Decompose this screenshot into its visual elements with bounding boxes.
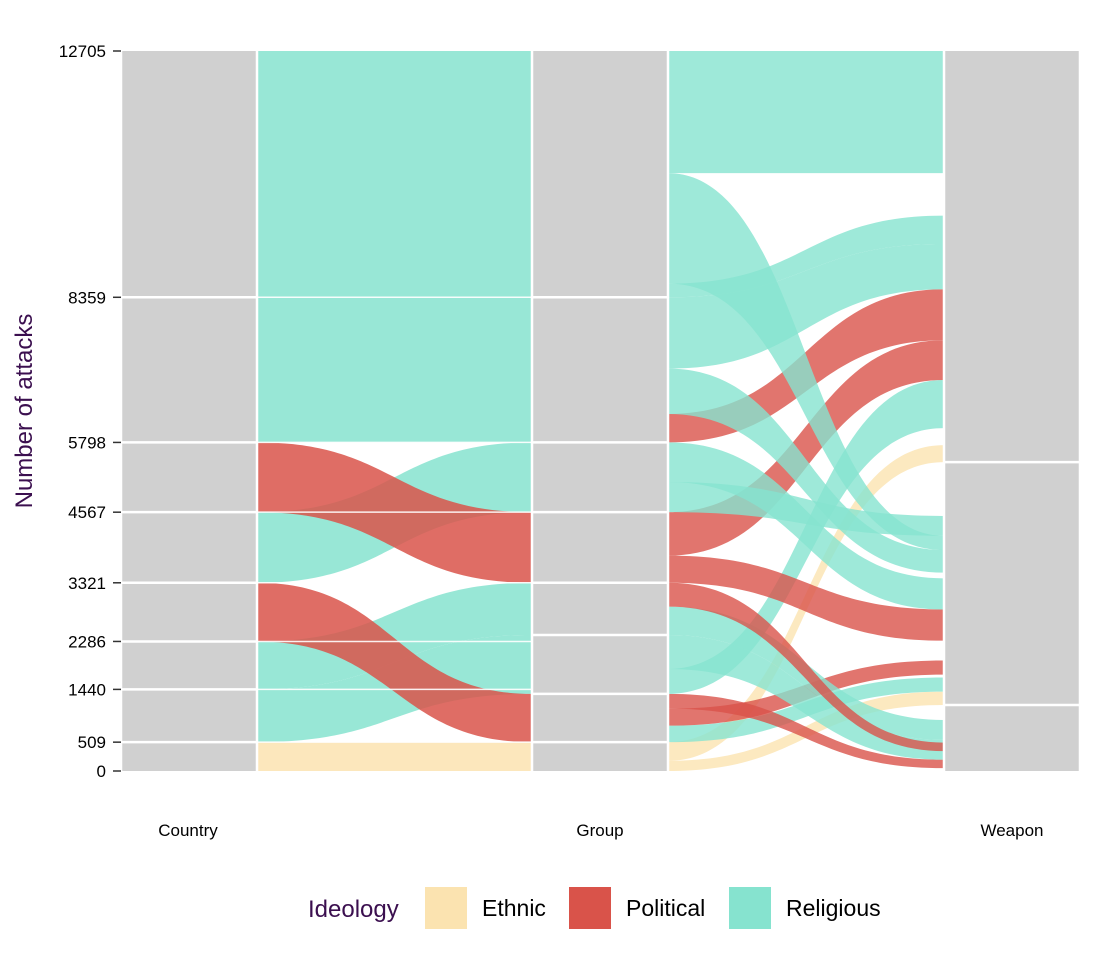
axis-label-group: Group <box>576 821 623 840</box>
legend-swatch-ethnic <box>425 887 467 929</box>
legend-label-ethnic: Ethnic <box>482 895 546 921</box>
legend-label-political: Political <box>626 895 705 921</box>
flow-country-group-religious <box>257 51 532 298</box>
y-axis-title: Number of attacks <box>11 314 38 509</box>
flow-group-weapon-political <box>668 555 944 641</box>
legend-title: Ideology <box>308 896 399 923</box>
y-tick-label: 2286 <box>68 632 106 651</box>
legend: Ideology Ethnic Political Religious <box>308 887 881 929</box>
flow-group-weapon-religious <box>668 243 944 369</box>
stratum-column-weapon <box>944 51 1080 771</box>
axis-label-weapon: Weapon <box>980 821 1043 840</box>
stratum-borders <box>119 51 1082 771</box>
flow-country-group-religious <box>257 582 532 690</box>
axis-label-country: Country <box>158 821 218 840</box>
flow-group-weapon-political <box>668 582 944 752</box>
y-tick-label: 1440 <box>68 680 106 699</box>
flow-group-weapon-religious <box>668 634 944 760</box>
y-tick-label: 8359 <box>68 288 106 307</box>
flow-country-group-religious <box>257 297 532 443</box>
y-axis: 0 509 1440 2286 3321 4567 5798 8359 12705 <box>59 42 121 781</box>
flow-country-group-ethnic <box>257 742 532 771</box>
y-tick-label: 5798 <box>68 433 106 452</box>
flow-group-weapon-political <box>668 693 944 769</box>
y-tick-label: 4567 <box>68 503 106 522</box>
y-tick-label: 0 <box>97 762 106 781</box>
flow-group-weapon-religious <box>668 51 944 174</box>
legend-swatch-religious <box>729 887 771 929</box>
y-tick-label: 509 <box>78 733 106 752</box>
strata-layer <box>121 51 1080 771</box>
legend-label-religious: Religious <box>786 895 881 921</box>
stratum-column-group <box>532 51 668 771</box>
flow-group-weapon-religious <box>668 368 944 573</box>
flow-group-weapon-religious <box>668 442 944 610</box>
y-tick-label: 12705 <box>59 42 106 61</box>
flow-country-group-political <box>257 582 532 743</box>
y-tick-label: 3321 <box>68 574 106 593</box>
legend-swatch-political <box>569 887 611 929</box>
stratum-column-country <box>121 51 257 771</box>
flow-group-weapon-religious <box>668 173 944 550</box>
